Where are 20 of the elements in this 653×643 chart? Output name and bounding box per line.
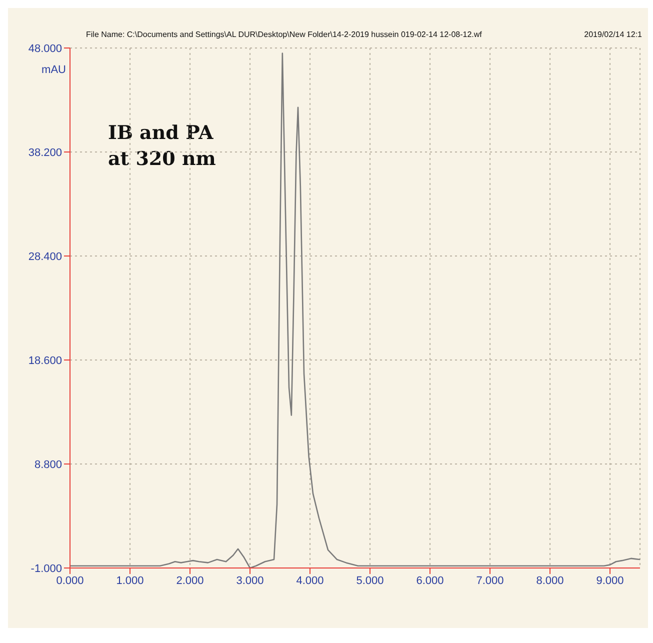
annotation: IB and PA at 320 nm	[108, 121, 216, 172]
x-tick-label: 2.000	[176, 574, 204, 587]
x-tick-label: 1.000	[116, 574, 144, 587]
x-tick-label: 9.000	[596, 574, 624, 587]
text: 2019/02/14 12:1	[584, 30, 642, 39]
y-tick-label: 38.200	[28, 146, 62, 159]
y-tick-label: 48.000	[28, 42, 62, 55]
y-tick-label: 18.600	[28, 354, 62, 367]
y-axis-title: mAU	[40, 64, 66, 76]
y-tick-label: 28.400	[28, 250, 62, 263]
x-tick-label: 0.000	[56, 574, 84, 587]
text: File Name: C:\Documents and Settings\AL DUR\Desktop\New Folder\14-2-2019 hussein 019-02-14 12-08-12.wf	[86, 30, 482, 39]
x-tick-label: 6.000	[416, 574, 444, 587]
x-tick-label: 8.000	[536, 574, 564, 587]
y-tick-label: -1.000	[30, 562, 62, 575]
x-tick-label: 4.000	[296, 574, 324, 587]
x-tick-label: 7.000	[476, 574, 504, 587]
x-tick-label: 5.000	[356, 574, 384, 587]
x-tick-label: 3.000	[236, 574, 264, 587]
y-tick-label: 8.800	[34, 458, 62, 471]
